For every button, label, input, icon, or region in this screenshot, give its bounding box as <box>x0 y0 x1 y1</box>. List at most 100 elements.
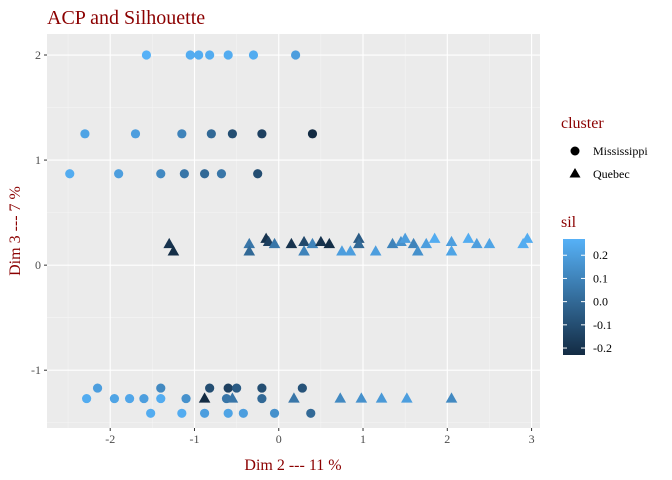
y-tick-label: 0 <box>35 258 41 272</box>
point-quebec <box>298 245 310 256</box>
point-mississippi <box>109 393 120 404</box>
point-quebec <box>336 245 348 256</box>
chart-title: ACP and Silhouette <box>47 7 205 29</box>
y-tick-label: 1 <box>35 153 41 167</box>
point-mississippi <box>223 50 233 60</box>
x-tick-label: 3 <box>529 432 535 446</box>
point-mississippi <box>257 129 267 139</box>
point-mississippi <box>257 393 267 404</box>
point-mississippi <box>248 50 259 60</box>
point-mississippi <box>146 408 156 418</box>
point-quebec <box>517 237 529 249</box>
x-axis-ticks: -2 -1 0 1 2 3 <box>105 428 535 446</box>
point-quebec <box>445 235 458 247</box>
point-quebec <box>353 232 365 243</box>
color-bar-ticks: 0.2 0.1 0.0 -0.1 -0.2 <box>563 248 612 355</box>
point-mississippi <box>179 169 189 179</box>
point-quebec <box>369 245 382 256</box>
legend-shape: cluster Mississippi Quebec <box>561 115 648 181</box>
point-quebec <box>344 245 357 256</box>
point-quebec <box>445 245 458 256</box>
point-mississippi <box>205 383 215 393</box>
point-mississippi <box>114 169 124 179</box>
color-bar-label: -0.2 <box>593 341 612 355</box>
point-mississippi <box>177 408 187 418</box>
point-quebec <box>243 245 256 256</box>
plot-panel <box>47 34 540 428</box>
point-mississippi <box>194 50 204 60</box>
legend-circle-icon <box>570 146 580 156</box>
point-quebec <box>163 237 175 249</box>
color-bar-label: 0.1 <box>593 271 608 285</box>
x-tick-label: -2 <box>105 432 115 446</box>
point-quebec <box>315 235 327 247</box>
point-mississippi <box>223 408 233 418</box>
point-quebec <box>198 392 211 403</box>
x-tick-label: -1 <box>189 432 199 446</box>
point-quebec <box>355 392 368 403</box>
point-mississippi <box>181 393 191 404</box>
point-quebec <box>401 392 413 403</box>
point-quebec <box>521 232 534 243</box>
point-quebec <box>268 237 281 249</box>
point-mississippi <box>307 129 318 139</box>
point-quebec <box>462 232 475 243</box>
y-tick-label: 2 <box>35 48 41 62</box>
point-mississippi <box>130 129 141 139</box>
point-mississippi <box>291 50 301 60</box>
x-axis-title: Dim 2 --- 11 % <box>244 457 341 474</box>
point-quebec <box>407 237 420 249</box>
x-tick-label: 1 <box>360 432 366 446</box>
point-mississippi <box>82 393 92 404</box>
legend-color-title: sil <box>561 214 577 231</box>
legend-shape-title: cluster <box>561 115 604 132</box>
legend-label-quebec: Quebec <box>593 167 630 181</box>
point-mississippi <box>216 169 227 179</box>
point-mississippi <box>253 169 263 179</box>
point-mississippi <box>156 169 166 179</box>
point-mississippi <box>206 129 216 139</box>
point-mississippi <box>156 393 166 404</box>
x-tick-label: 2 <box>444 432 450 446</box>
point-mississippi <box>227 129 238 139</box>
point-quebec <box>226 392 239 403</box>
data-points <box>65 50 534 418</box>
point-quebec <box>298 235 310 247</box>
point-mississippi <box>199 408 210 418</box>
x-tick-label: 0 <box>276 432 282 446</box>
point-mississippi <box>185 50 195 60</box>
point-quebec <box>412 245 424 256</box>
point-quebec <box>334 392 347 403</box>
color-bar-label: 0.0 <box>593 295 608 309</box>
grid-major <box>47 34 540 428</box>
point-mississippi <box>223 383 233 393</box>
y-tick-label: -1 <box>31 363 41 377</box>
point-mississippi <box>65 169 75 179</box>
point-quebec <box>285 237 298 249</box>
point-quebec <box>399 232 411 243</box>
y-axis-ticks: -1 0 1 2 <box>31 48 47 377</box>
point-quebec <box>167 245 180 256</box>
point-quebec <box>243 237 256 249</box>
legend-color: sil 0.2 0.1 0.0 -0.1 -0.2 <box>561 214 612 355</box>
point-mississippi <box>297 383 307 393</box>
point-mississippi <box>257 383 267 393</box>
point-quebec <box>420 237 433 249</box>
point-quebec <box>470 237 483 249</box>
point-quebec <box>353 237 365 249</box>
point-mississippi <box>306 408 316 418</box>
point-mississippi <box>124 393 135 404</box>
point-mississippi <box>205 50 215 60</box>
point-quebec <box>483 237 496 249</box>
grid-minor <box>47 34 540 428</box>
point-mississippi <box>199 169 210 179</box>
point-quebec <box>428 232 441 243</box>
point-quebec <box>375 392 388 403</box>
color-bar <box>563 239 585 355</box>
point-mississippi <box>141 50 152 60</box>
point-mississippi <box>269 408 280 418</box>
point-quebec <box>323 237 336 249</box>
point-mississippi <box>80 129 90 139</box>
point-mississippi <box>232 383 242 393</box>
color-bar-label: -0.1 <box>593 318 612 332</box>
